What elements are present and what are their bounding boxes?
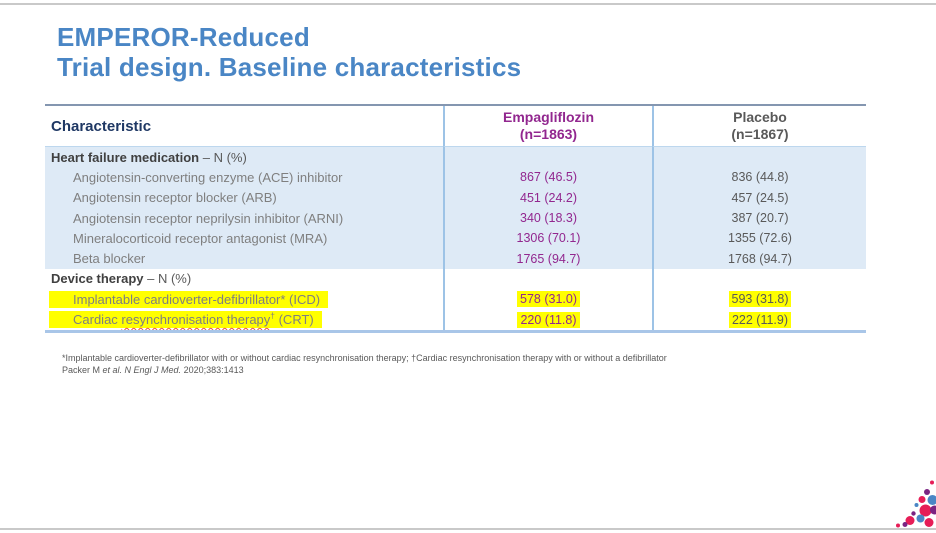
empagliflozin-value: 340 (18.3) (443, 207, 652, 229)
column-header-characteristic: Characteristic (45, 106, 443, 147)
row-label: Cardiac resynchronisation therapy† (CRT) (45, 309, 443, 329)
table-row-crt: Cardiac resynchronisation therapy† (CRT)… (45, 309, 866, 330)
placebo-value: 593 (31.8) (652, 289, 866, 310)
footnote-line1: *Implantable cardioverter-defibrillator … (62, 353, 667, 363)
placebo-value: 222 (11.9) (652, 309, 866, 330)
slide-title-line2: Trial design. Baseline characteristics (57, 52, 522, 82)
column-header-empagliflozin: Empagliflozin (n=1863) (443, 106, 652, 147)
row-label: Beta blocker (45, 248, 443, 269)
empagliflozin-value (443, 268, 652, 290)
footnotes: *Implantable cardioverter-defibrillator … (62, 352, 667, 376)
column-header-placebo: Placebo (n=1867) (652, 106, 866, 147)
placebo-value: 387 (20.7) (652, 207, 866, 229)
placebo-value: 836 (44.8) (652, 167, 866, 188)
empagliflozin-value: 867 (46.5) (443, 167, 652, 188)
table-row-mra: Mineralocorticoid receptor antagonist (M… (45, 228, 866, 249)
table-row-ace-inhibitor: Angiotensin-converting enzyme (ACE) inhi… (45, 167, 866, 188)
placebo-value: 1768 (94.7) (652, 248, 866, 269)
row-label: Mineralocorticoid receptor antagonist (M… (45, 228, 443, 249)
row-label: Angiotensin receptor neprilysin inhibito… (45, 207, 443, 229)
row-label: Device therapy – N (%) (51, 271, 192, 287)
table-row-section-heart-failure-medication: Heart failure medication – N (%) (45, 147, 866, 168)
placebo-value: 1355 (72.6) (652, 228, 866, 249)
table-row-beta-blocker: Beta blocker 1765 (94.7) 1768 (94.7) (45, 248, 866, 269)
slide-title-line1: EMPEROR-Reduced (57, 22, 310, 52)
empagliflozin-value: 1765 (94.7) (443, 248, 652, 269)
spellcheck-underline: resynchronisation therapy (121, 312, 271, 328)
empagliflozin-value: 578 (31.0) (443, 289, 652, 310)
slide-top-edge (0, 3, 936, 5)
highlighted-label: Cardiac resynchronisation therapy† (CRT) (49, 311, 322, 329)
row-label: Implantable cardioverter-defibrillator* … (45, 289, 443, 309)
placebo-value (652, 147, 866, 168)
slide-title: EMPEROR-Reduced Trial design. Baseline c… (57, 22, 521, 82)
empagliflozin-value: 1306 (70.1) (443, 228, 652, 249)
empagliflozin-value: 451 (24.2) (443, 187, 652, 208)
table-row-section-device-therapy: Device therapy – N (%) (45, 268, 866, 290)
table-row-arni: Angiotensin receptor neprilysin inhibito… (45, 207, 866, 229)
highlighted-label: Implantable cardioverter-defibrillator* … (49, 290, 329, 308)
row-label: Heart failure medication – N (%) (45, 147, 443, 168)
table-row-arb: Angiotensin receptor blocker (ARB) 451 (… (45, 187, 866, 208)
table-header-row: Characteristic Empagliflozin (n=1863) Pl… (45, 106, 866, 147)
footnote-citation: Packer M et al. N Engl J Med. 2020;383:1… (62, 365, 244, 375)
placebo-value (652, 268, 866, 290)
row-label: Angiotensin receptor blocker (ARB) (45, 187, 443, 208)
slide-bottom-edge (0, 528, 936, 530)
placebo-value: 457 (24.5) (652, 187, 866, 208)
empagliflozin-value (443, 147, 652, 168)
row-label: Angiotensin-converting enzyme (ACE) inhi… (45, 167, 443, 188)
baseline-characteristics-table: Characteristic Empagliflozin (n=1863) Pl… (45, 104, 866, 333)
empagliflozin-value: 220 (11.8) (443, 309, 652, 330)
dot-cluster-logo-icon (896, 480, 936, 528)
table-row-icd: Implantable cardioverter-defibrillator* … (45, 289, 866, 310)
